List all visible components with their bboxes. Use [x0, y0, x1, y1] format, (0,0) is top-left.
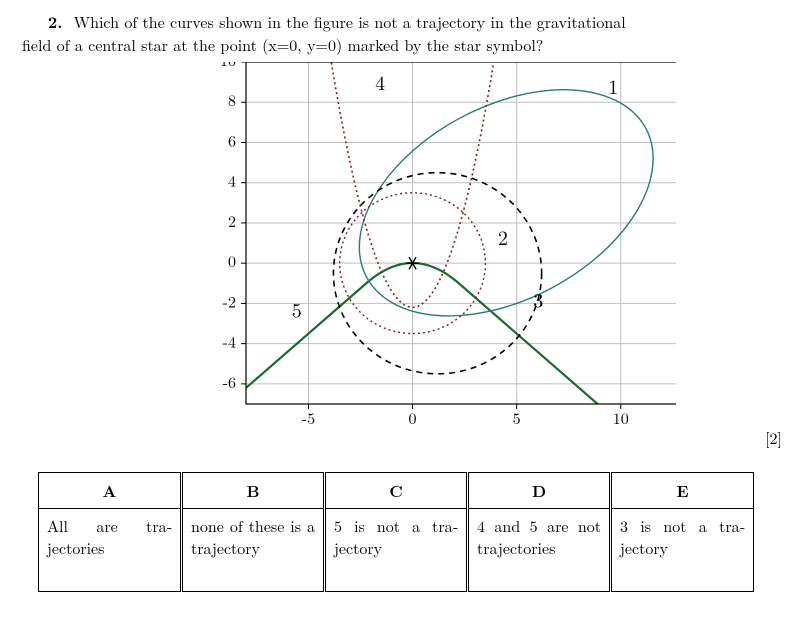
svg-text:10: 10 — [220, 62, 236, 71]
svg-text:0: 0 — [228, 250, 236, 273]
svg-text:2: 2 — [498, 222, 508, 251]
answer-header-a: A — [39, 473, 182, 509]
answer-table: A B C D E All are tra­jectories none of … — [38, 472, 754, 592]
answer-cell-a: All are tra­jectories — [39, 509, 182, 592]
question-line1: Which of the curves shown in the figure … — [74, 10, 626, 33]
svg-text:4: 4 — [228, 169, 236, 192]
svg-text:-5: -5 — [302, 406, 315, 429]
svg-text:5: 5 — [292, 295, 302, 324]
answer-cell-d: 4 and 5 are not trajecto­ries — [468, 509, 611, 592]
svg-text:-2: -2 — [223, 290, 236, 313]
svg-text:-4: -4 — [223, 330, 236, 353]
answer-cell-b: none of these is a trajec­tory — [182, 509, 325, 592]
answer-cell-c: 5 is not a tra­jectory — [325, 509, 468, 592]
answer-header-b: B — [182, 473, 325, 509]
answer-cell-e: 3 is not a tra­jectory — [611, 509, 754, 592]
question-number: 2. — [48, 10, 62, 33]
svg-text:4: 4 — [375, 68, 385, 97]
marks-label: [2] — [765, 426, 782, 449]
svg-text:-6: -6 — [223, 370, 236, 393]
svg-text:2: 2 — [228, 209, 236, 232]
svg-text:6: 6 — [228, 129, 236, 152]
svg-text:8: 8 — [228, 89, 236, 112]
svg-text:5: 5 — [513, 406, 521, 429]
answer-header-d: D — [468, 473, 611, 509]
answer-header-c: C — [325, 473, 468, 509]
figure-holder: -50510-6-4-2024681012345 — [22, 62, 770, 434]
question-line2: field of a central star at the point (x=… — [22, 33, 543, 56]
svg-text:0: 0 — [409, 406, 417, 429]
question-text: 2. Which of the curves shown in the figu… — [22, 10, 770, 56]
answer-header-e: E — [611, 473, 754, 509]
svg-text:1: 1 — [608, 72, 618, 101]
trajectory-figure: -50510-6-4-2024681012345 — [116, 62, 676, 434]
svg-text:10: 10 — [613, 406, 629, 429]
svg-text:3: 3 — [533, 285, 543, 314]
